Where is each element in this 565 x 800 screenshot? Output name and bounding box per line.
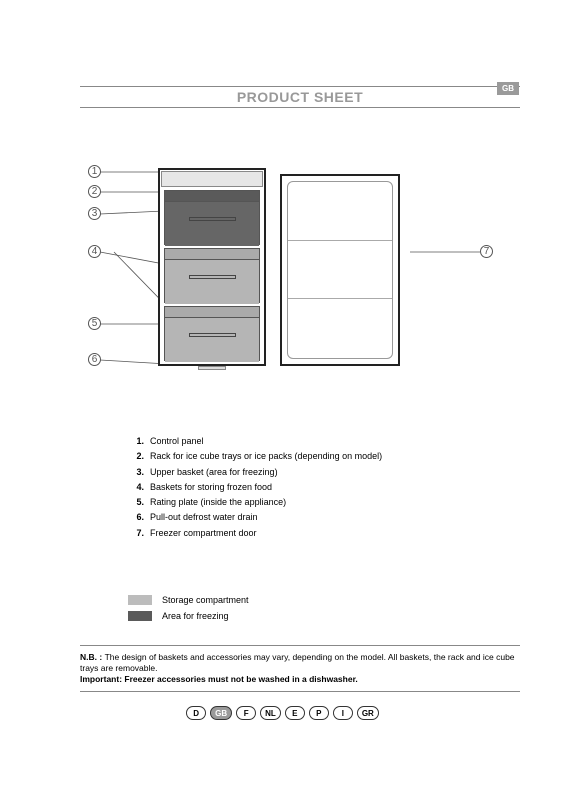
legend-row: Area for freezing — [128, 611, 249, 621]
part-number: 1. — [128, 436, 144, 447]
callout-1: 1 — [88, 165, 101, 178]
callout-3: 3 — [88, 207, 101, 220]
lang-pill-gb[interactable]: GB — [210, 706, 232, 720]
part-number: 2. — [128, 451, 144, 462]
lang-pill-nl[interactable]: NL — [260, 706, 281, 720]
legend-row: Storage compartment — [128, 595, 249, 605]
list-item: 2. Rack for ice cube trays or ice packs (… — [128, 451, 408, 462]
lang-pill-gr[interactable]: GR — [357, 706, 379, 720]
important-line: Important: Freezer accessories must not … — [80, 674, 520, 685]
nb-text: The design of baskets and accessories ma… — [80, 652, 515, 673]
callout-6: 6 — [88, 353, 101, 366]
storage-swatch — [128, 595, 152, 605]
part-number: 6. — [128, 512, 144, 523]
important-label: Important: — [80, 674, 124, 684]
upper-basket — [164, 190, 260, 245]
legend-label: Storage compartment — [162, 595, 249, 605]
product-diagram: 1 2 3 4 5 6 7 — [80, 160, 510, 400]
list-item: 1. Control panel — [128, 436, 408, 447]
freezer-door-view — [280, 174, 400, 366]
part-text: Upper basket (area for freezing) — [150, 467, 408, 478]
part-number: 7. — [128, 528, 144, 539]
lang-pill-e[interactable]: E — [285, 706, 305, 720]
page-title: PRODUCT SHEET — [237, 89, 363, 105]
middle-basket — [164, 248, 260, 303]
door-inner — [287, 181, 393, 359]
callout-7: 7 — [480, 245, 493, 258]
callout-5: 5 — [88, 317, 101, 330]
defrost-drain — [198, 366, 226, 370]
lower-basket — [164, 306, 260, 361]
list-item: 4. Baskets for storing frozen food — [128, 482, 408, 493]
parts-list: 1. Control panel 2. Rack for ice cube tray… — [128, 436, 408, 543]
page-header: PRODUCT SHEET — [80, 86, 520, 108]
legend-label: Area for freezing — [162, 611, 229, 621]
lang-pill-p[interactable]: P — [309, 706, 329, 720]
page: PRODUCT SHEET GB 1 2 3 4 5 6 7 — [0, 0, 565, 800]
color-legend: Storage compartment Area for freezing — [128, 595, 249, 627]
list-item: 5. Rating plate (inside the appliance) — [128, 497, 408, 508]
lang-pill-f[interactable]: F — [236, 706, 256, 720]
language-bar: D GB F NL E P I GR — [0, 706, 565, 720]
part-text: Control panel — [150, 436, 408, 447]
control-panel-strip — [161, 171, 263, 187]
part-number: 5. — [128, 497, 144, 508]
freezer-front-view — [158, 168, 266, 366]
nb-label: N.B. : — [80, 652, 105, 662]
list-item: 6. Pull-out defrost water drain — [128, 512, 408, 523]
part-text: Pull-out defrost water drain — [150, 512, 408, 523]
part-number: 4. — [128, 482, 144, 493]
part-text: Rack for ice cube trays or ice packs (de… — [150, 451, 408, 462]
part-text: Baskets for storing frozen food — [150, 482, 408, 493]
important-text: Freezer accessories must not be washed i… — [124, 674, 357, 684]
freezing-swatch — [128, 611, 152, 621]
lang-pill-d[interactable]: D — [186, 706, 206, 720]
list-item: 7. Freezer compartment door — [128, 528, 408, 539]
part-text: Freezer compartment door — [150, 528, 408, 539]
language-badge: GB — [497, 82, 519, 95]
lang-pill-i[interactable]: I — [333, 706, 353, 720]
note-line: N.B. : The design of baskets and accesso… — [80, 652, 520, 674]
list-item: 3. Upper basket (area for freezing) — [128, 467, 408, 478]
callout-4: 4 — [88, 245, 101, 258]
part-number: 3. — [128, 467, 144, 478]
callout-2: 2 — [88, 185, 101, 198]
part-text: Rating plate (inside the appliance) — [150, 497, 408, 508]
notes-block: N.B. : The design of baskets and accesso… — [80, 645, 520, 692]
